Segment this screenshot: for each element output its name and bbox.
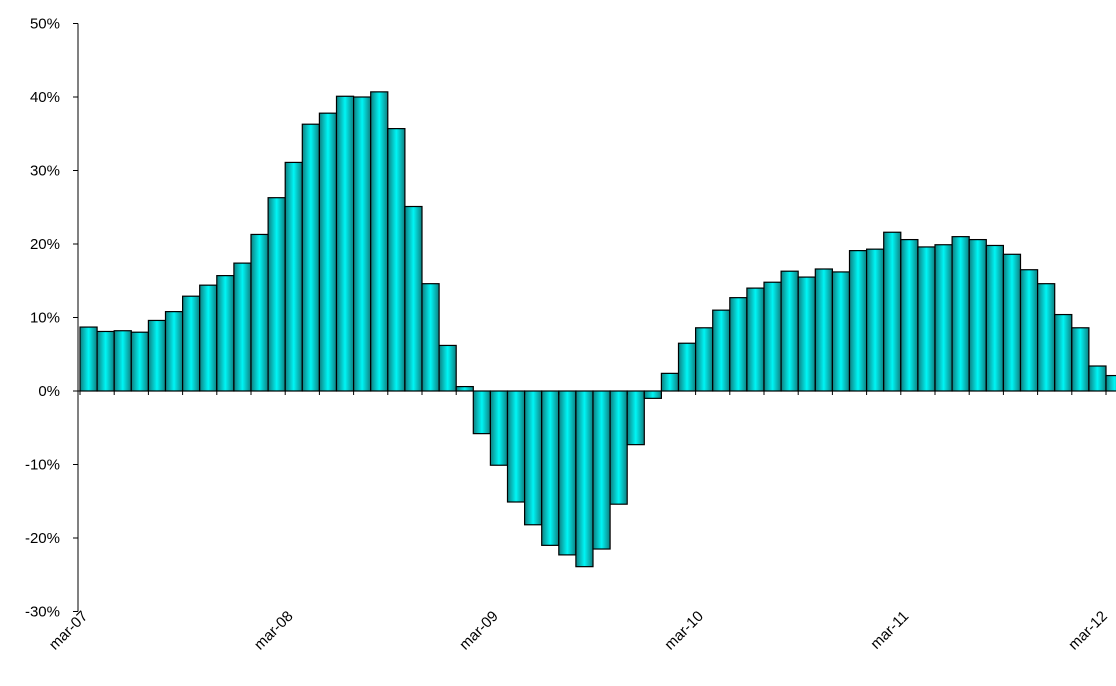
y-tick-label: -20% <box>25 530 60 547</box>
bar-mar-10 <box>694 327 714 392</box>
bar-aug-08 <box>370 91 389 392</box>
bar-mar-07 <box>79 326 98 392</box>
y-tick-label: -30% <box>25 604 60 621</box>
bar-oct-11 <box>1019 269 1039 392</box>
bar-jul-07 <box>147 319 167 392</box>
bar-nov-09 <box>626 390 645 446</box>
bar-may-08 <box>318 112 338 392</box>
bar-series <box>79 91 1116 568</box>
bar-dec-09 <box>643 390 662 399</box>
bar-jan-10 <box>660 372 680 392</box>
bar-jul-09 <box>558 390 577 556</box>
bar-aug-10 <box>780 270 799 392</box>
bar-mar-12 <box>1105 374 1116 392</box>
bar-sep-07 <box>182 295 201 392</box>
bar-nov-10 <box>831 271 851 392</box>
bar-jan-08 <box>250 233 269 392</box>
bar-mar-08 <box>284 161 303 392</box>
bar-feb-12 <box>1088 365 1107 392</box>
bar-dec-11 <box>1054 313 1073 392</box>
bar-may-11 <box>934 244 953 392</box>
bar-jul-10 <box>763 281 782 392</box>
bar-aug-07 <box>164 311 184 392</box>
bar-jun-11 <box>951 236 970 392</box>
bar-apr-09 <box>506 390 526 503</box>
bar-jun-07 <box>130 331 150 392</box>
x-tick-label: mar-09 <box>456 608 502 654</box>
bar-apr-08 <box>301 123 320 392</box>
bar-jan-09 <box>455 385 474 392</box>
bar-feb-11 <box>883 231 902 392</box>
bar-oct-08 <box>404 205 423 392</box>
bar-may-09 <box>523 390 543 526</box>
bar-apr-07 <box>96 330 115 392</box>
bar-sep-10 <box>797 276 816 392</box>
bar-mar-11 <box>900 238 919 392</box>
bar-may-10 <box>729 297 748 392</box>
bar-apr-11 <box>917 246 936 392</box>
bar-apr-10 <box>712 309 731 392</box>
bar-feb-10 <box>677 342 697 392</box>
bar-jun-08 <box>335 95 355 392</box>
bar-oct-07 <box>199 284 218 392</box>
bar-aug-09 <box>575 390 594 568</box>
y-tick-label: 30% <box>30 163 60 180</box>
y-tick-label: 40% <box>30 89 60 106</box>
bar-jan-11 <box>865 248 885 392</box>
bar-aug-11 <box>985 244 1004 392</box>
y-tick-label: -10% <box>25 457 60 474</box>
x-tick-label: mar-12 <box>1065 608 1111 654</box>
bar-jul-08 <box>353 96 372 392</box>
bar-dec-10 <box>848 250 868 392</box>
bar-nov-07 <box>216 275 235 392</box>
y-tick-label: 10% <box>30 310 60 327</box>
bar-oct-09 <box>609 390 628 505</box>
x-tick-label: mar-10 <box>661 608 707 654</box>
bar-feb-09 <box>472 390 491 435</box>
bar-sep-11 <box>1002 253 1022 392</box>
bar-sep-09 <box>592 390 611 550</box>
bar-dec-08 <box>438 344 457 392</box>
bar-jun-10 <box>746 287 765 392</box>
bar-feb-08 <box>267 197 286 392</box>
bar-nov-11 <box>1036 283 1056 392</box>
bar-oct-10 <box>814 268 833 392</box>
bar-dec-07 <box>233 262 252 392</box>
y-tick-label: 0% <box>38 383 60 400</box>
bar-sep-08 <box>387 128 406 392</box>
y-tick-label: 50% <box>30 16 60 33</box>
x-tick-label: mar-08 <box>251 608 297 654</box>
y-tick-label: 20% <box>30 236 60 253</box>
bar-may-07 <box>113 330 132 392</box>
bar-nov-08 <box>421 283 440 392</box>
x-tick-label: mar-11 <box>867 608 912 653</box>
bar-jun-09 <box>541 390 560 546</box>
bar-jan-12 <box>1071 327 1090 392</box>
bar-jul-11 <box>968 238 987 392</box>
bar-mar-09 <box>489 390 509 466</box>
